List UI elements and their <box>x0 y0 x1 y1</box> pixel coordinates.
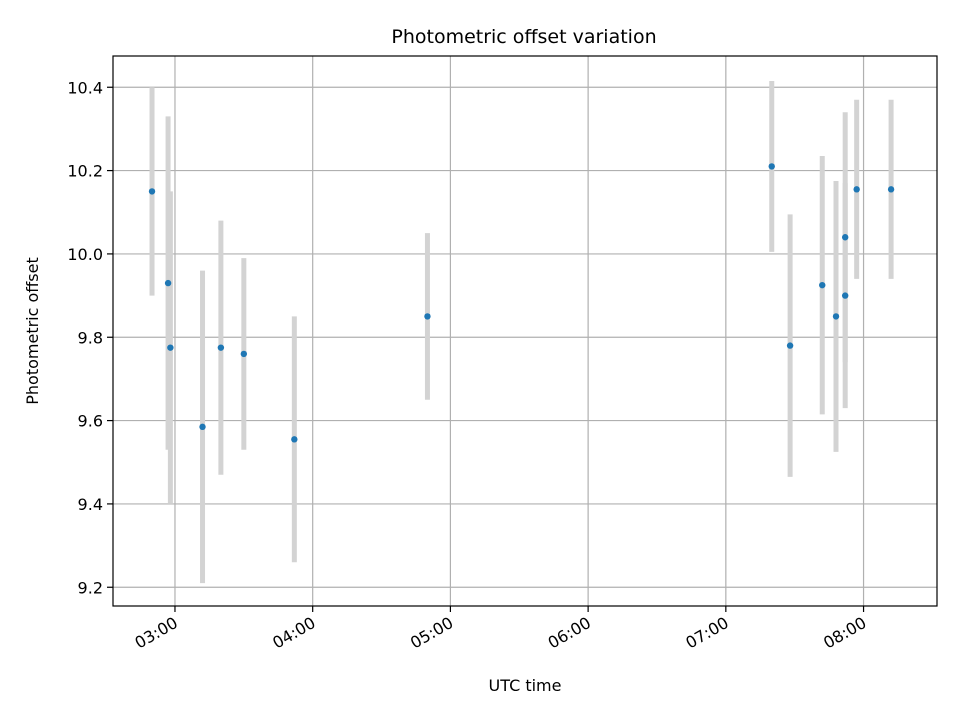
chart-title: Photometric offset variation <box>391 26 656 48</box>
data-point <box>841 234 849 241</box>
data-point <box>786 342 794 349</box>
data-points <box>148 163 895 443</box>
x-tick-label: 07:00 <box>682 613 731 653</box>
data-point <box>841 292 849 299</box>
plot-frame <box>112 55 938 607</box>
x-tick-label: 08:00 <box>820 613 869 653</box>
data-point <box>887 186 895 193</box>
data-point <box>291 436 298 443</box>
y-tick-label: 9.8 <box>78 328 103 347</box>
data-point <box>424 313 431 320</box>
grid <box>113 56 937 606</box>
y-tick-label: 9.2 <box>78 578 103 597</box>
data-point <box>167 344 174 351</box>
x-axis-title: UTC time <box>489 676 562 695</box>
data-point <box>217 344 225 351</box>
data-point <box>853 186 860 193</box>
y-tick-label: 10.0 <box>67 245 103 264</box>
data-point <box>819 281 826 289</box>
y-tick-label: 10.4 <box>67 78 103 97</box>
y-axis: 9.2 9.4 9.6 9.8 10.0 10.2 10.4 <box>67 78 113 597</box>
x-tick-label: 03:00 <box>132 613 181 653</box>
y-axis-title: Photometric offset <box>23 257 42 405</box>
x-tick-label: 04:00 <box>269 613 318 653</box>
y-tick-label: 9.6 <box>78 412 103 431</box>
data-point <box>199 423 206 431</box>
data-point <box>164 279 172 287</box>
data-point <box>240 350 248 358</box>
x-tick-label: 05:00 <box>407 613 456 653</box>
data-point <box>148 188 156 195</box>
x-axis: 03:00 04:00 05:00 06:00 07:00 08:00 <box>132 606 870 653</box>
x-tick-label: 06:00 <box>545 613 594 653</box>
data-point <box>832 313 840 320</box>
data-point <box>768 163 775 170</box>
y-tick-label: 9.4 <box>78 495 103 514</box>
error-bars <box>149 81 894 584</box>
y-tick-label: 10.2 <box>67 162 103 181</box>
